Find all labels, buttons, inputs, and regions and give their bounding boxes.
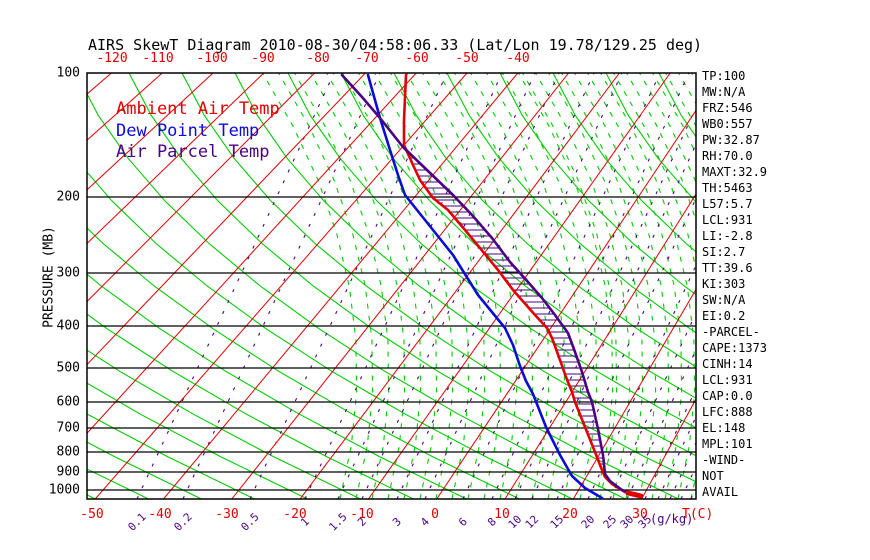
stat-line: LCL:931 — [702, 213, 753, 227]
stat-line: EL:148 — [702, 421, 746, 435]
stat-line: TH:5463 — [702, 181, 753, 195]
stats-panel: TP:100 MW:N/A FRZ:546 WB0:557 PW:32.87 RH:70.… — [702, 68, 767, 500]
pressure-tick-label: 200 — [56, 189, 80, 205]
mixing-ratio-unit-label: (g/kg) — [650, 512, 694, 526]
stat-line: SI:2.7 — [702, 245, 746, 259]
top-temp-label: -50 — [455, 51, 479, 66]
pressure-tick-label: 700 — [56, 420, 80, 436]
bottom-temp-label: 20 — [562, 507, 578, 522]
dew-point-curve — [366, 73, 604, 500]
top-temp-label: -90 — [251, 51, 275, 66]
bottom-temp-label: 0 — [431, 507, 439, 522]
stat-line: AVAIL — [702, 485, 739, 499]
stat-line: TT:39.6 — [702, 261, 753, 275]
bottom-temp-label: -40 — [148, 507, 172, 522]
pressure-tick-label: 100 — [56, 65, 80, 81]
stat-line: RH:70.0 — [702, 149, 753, 163]
bottom-temp-label: 10 — [494, 507, 510, 522]
top-temp-label: -60 — [405, 51, 429, 66]
stat-line: TP:100 — [702, 69, 746, 83]
pressure-tick-label: 300 — [56, 265, 80, 281]
stat-line: LFC:888 — [702, 405, 753, 419]
legend-item: Dew Point Temp — [116, 120, 260, 141]
top-temp-label: -80 — [306, 51, 330, 66]
pressure-tick-label: 800 — [56, 444, 80, 460]
top-temp-label: -100 — [196, 51, 228, 66]
pressure-tick-label: 400 — [56, 318, 80, 334]
top-temp-label: -110 — [142, 51, 174, 66]
pressure-tick-label: 1000 — [48, 482, 80, 498]
stat-line: CINH:14 — [702, 357, 753, 371]
chart-title: AIRS SkewT Diagram 2010-08-30/04:58:06.3… — [88, 36, 703, 54]
stat-line: CAPE:1373 — [702, 341, 768, 355]
bottom-temp-label: -50 — [80, 507, 104, 522]
stat-line: MAXT:32.9 — [702, 165, 768, 179]
stat-line: -PARCEL- — [702, 325, 760, 339]
cape-hatching — [408, 151, 604, 465]
stat-line: PW:32.87 — [702, 133, 760, 147]
stat-line: NOT — [702, 469, 724, 483]
parcel-temp-curve — [340, 73, 638, 498]
bottom-temp-label: -30 — [215, 507, 239, 522]
bottom-temp-label: -20 — [283, 507, 307, 522]
plot-border — [86, 72, 697, 500]
stat-line: WB0:557 — [702, 117, 753, 131]
stat-line: EI:0.2 — [702, 309, 746, 323]
temperature-unit-label: T(C) — [682, 507, 714, 522]
stat-line: L57:5.7 — [702, 197, 753, 211]
pressure-tick-label: 600 — [56, 394, 80, 410]
stat-line: KI:303 — [702, 277, 746, 291]
stat-line: LI:-2.8 — [702, 229, 753, 243]
pressure-tick-label: 500 — [56, 360, 80, 376]
legend-item: Ambient Air Temp — [116, 99, 280, 119]
stat-line: -WIND- — [702, 453, 746, 467]
bottom-temp-label: 30 — [632, 507, 648, 522]
stat-line: MW:N/A — [702, 85, 746, 99]
surface-temp-mark — [625, 490, 644, 499]
stat-line: MPL:101 — [702, 437, 753, 451]
pressure-tick-label: 900 — [56, 464, 80, 480]
top-temp-label: -70 — [355, 51, 379, 66]
bottom-temp-label: -10 — [350, 507, 374, 522]
stat-line: LCL:931 — [702, 373, 753, 387]
top-temp-label: -40 — [506, 51, 530, 66]
stat-line: FRZ:546 — [702, 101, 753, 115]
top-temp-label: -120 — [96, 51, 128, 66]
stat-line: SW:N/A — [702, 293, 746, 307]
ambient-temp-curve — [402, 73, 642, 499]
legend-item: Air Parcel Temp — [116, 142, 270, 162]
stat-line: CAP:0.0 — [702, 389, 753, 403]
